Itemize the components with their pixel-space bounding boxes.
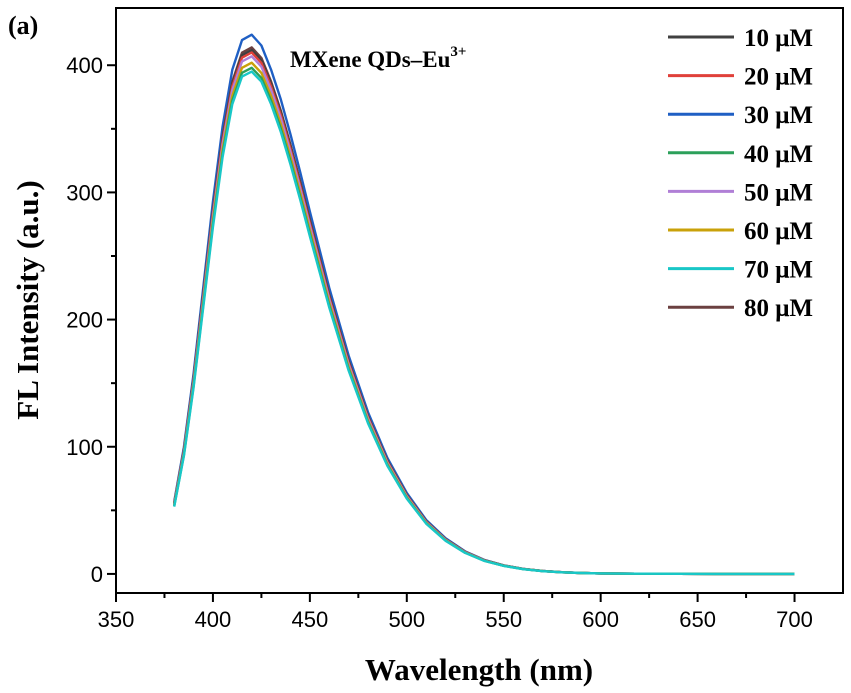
x-tick-label: 700: [776, 607, 813, 632]
y-axis-title: FL Intensity (a.u.): [10, 180, 45, 419]
x-tick-label: 450: [292, 607, 329, 632]
series-line-2: [173, 51, 795, 576]
x-axis-title: Wavelength (nm): [365, 652, 593, 687]
legend-label-1: 10 μM: [744, 25, 813, 52]
series-line-4: [173, 66, 795, 576]
legend-label-2: 20 μM: [744, 64, 813, 91]
series-layer: [173, 33, 795, 576]
y-tick-label: 400: [66, 53, 103, 78]
y-tick-label: 100: [66, 435, 103, 460]
legend-label-4: 40 μM: [744, 141, 813, 168]
annotation-superscript: 3+: [450, 44, 466, 60]
legend-label-7: 70 μM: [744, 257, 813, 284]
x-tick-label: 650: [679, 607, 716, 632]
x-tick-label: 500: [388, 607, 425, 632]
chart-annotation: MXene QDs–Eu3+: [290, 44, 466, 72]
legend-label-8: 80 μM: [744, 295, 813, 322]
y-tick-label: 200: [66, 308, 103, 333]
x-tick-label: 600: [582, 607, 619, 632]
x-tick-label: 350: [98, 607, 135, 632]
series-line-6: [173, 61, 795, 576]
legend-label-5: 50 μM: [744, 179, 813, 206]
legend-label-6: 60 μM: [744, 218, 813, 245]
legend-label-3: 30 μM: [744, 102, 813, 129]
series-line-1: [173, 48, 795, 576]
annotation-text: MXene QDs–Eu: [290, 47, 451, 72]
legend: 10 μM 20 μM 30 μM 40 μM 50 μM 60 μM 70 μM 80 μM: [668, 25, 813, 322]
x-tick-label: 400: [195, 607, 232, 632]
y-tick-label: 300: [66, 180, 103, 205]
series-line-5: [173, 55, 795, 576]
x-tick-label: 550: [485, 607, 522, 632]
axis-ticks: 350 400 450 500 550 600 650 700 0 100 200 300 400: [66, 53, 813, 632]
plot-frame: [115, 7, 844, 594]
panel-label: (a): [8, 11, 38, 40]
y-tick-label: 0: [91, 562, 103, 587]
series-line-7: [173, 70, 795, 576]
series-line-8: [173, 46, 795, 576]
